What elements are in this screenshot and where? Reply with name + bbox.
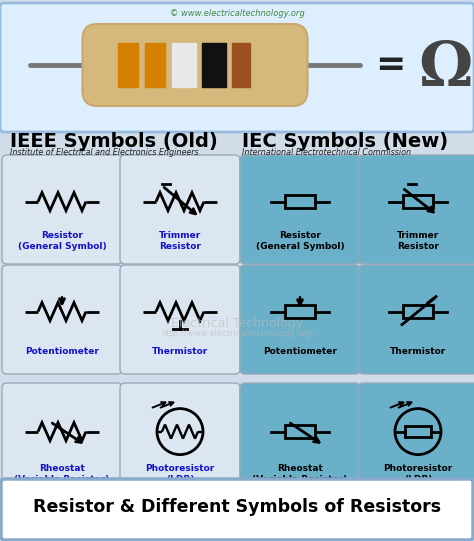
FancyBboxPatch shape: [2, 383, 122, 497]
Text: Photoresistor
(LDR): Photoresistor (LDR): [383, 464, 453, 484]
Text: Rheostat
(Variable Resistor): Rheostat (Variable Resistor): [14, 464, 109, 484]
Text: Potentiometer: Potentiometer: [263, 346, 337, 355]
Text: Resistor
(General Symbol): Resistor (General Symbol): [255, 232, 344, 250]
FancyBboxPatch shape: [2, 265, 122, 374]
Bar: [403, 195, 433, 208]
FancyBboxPatch shape: [2, 155, 122, 264]
FancyBboxPatch shape: [120, 265, 240, 374]
FancyBboxPatch shape: [240, 155, 360, 264]
Text: Rheostat
(Variable Resistor): Rheostat (Variable Resistor): [252, 464, 347, 484]
Text: Trimmer
Resistor: Trimmer Resistor: [159, 232, 201, 250]
FancyBboxPatch shape: [358, 265, 474, 374]
Text: http://www.electricaltechnology.org/: http://www.electricaltechnology.org/: [161, 329, 313, 339]
Text: Institute of Electrical and Electronics Engineers: Institute of Electrical and Electronics …: [10, 148, 199, 157]
FancyBboxPatch shape: [240, 383, 360, 497]
Bar: [285, 195, 315, 208]
Bar: [285, 305, 315, 318]
FancyBboxPatch shape: [240, 265, 360, 374]
Text: Resistor
(General Symbol): Resistor (General Symbol): [18, 232, 106, 250]
Bar: [172, 43, 196, 87]
Bar: [118, 43, 138, 87]
Text: Trimmer
Resistor: Trimmer Resistor: [397, 232, 439, 250]
Text: IEC Symbols (New): IEC Symbols (New): [242, 132, 448, 151]
FancyBboxPatch shape: [0, 3, 474, 132]
FancyBboxPatch shape: [358, 155, 474, 264]
Text: Resistor & Different Symbols of Resistors: Resistor & Different Symbols of Resistor…: [33, 498, 441, 516]
Bar: [145, 43, 165, 87]
Text: Electrical Technology: Electrical Technology: [171, 316, 303, 329]
Text: IEEE Symbols (Old): IEEE Symbols (Old): [10, 132, 218, 151]
Bar: [285, 425, 315, 438]
Bar: [232, 43, 250, 87]
Text: =: =: [375, 48, 405, 82]
FancyBboxPatch shape: [1, 479, 473, 540]
Text: © www.electricaltechnology.org: © www.electricaltechnology.org: [170, 9, 304, 18]
Text: International Electrotechnical Commission: International Electrotechnical Commissio…: [242, 148, 411, 157]
FancyBboxPatch shape: [120, 155, 240, 264]
Text: Thermistor: Thermistor: [152, 346, 208, 355]
FancyBboxPatch shape: [120, 383, 240, 497]
FancyBboxPatch shape: [82, 24, 308, 106]
Text: Potentiometer: Potentiometer: [25, 346, 99, 355]
Bar: [202, 43, 226, 87]
Text: Photoresistor
(LDR): Photoresistor (LDR): [146, 464, 215, 484]
Text: Thermistor: Thermistor: [390, 346, 446, 355]
Bar: [405, 426, 431, 437]
Text: Ω: Ω: [418, 39, 472, 99]
FancyBboxPatch shape: [358, 383, 474, 497]
Bar: [403, 305, 433, 318]
